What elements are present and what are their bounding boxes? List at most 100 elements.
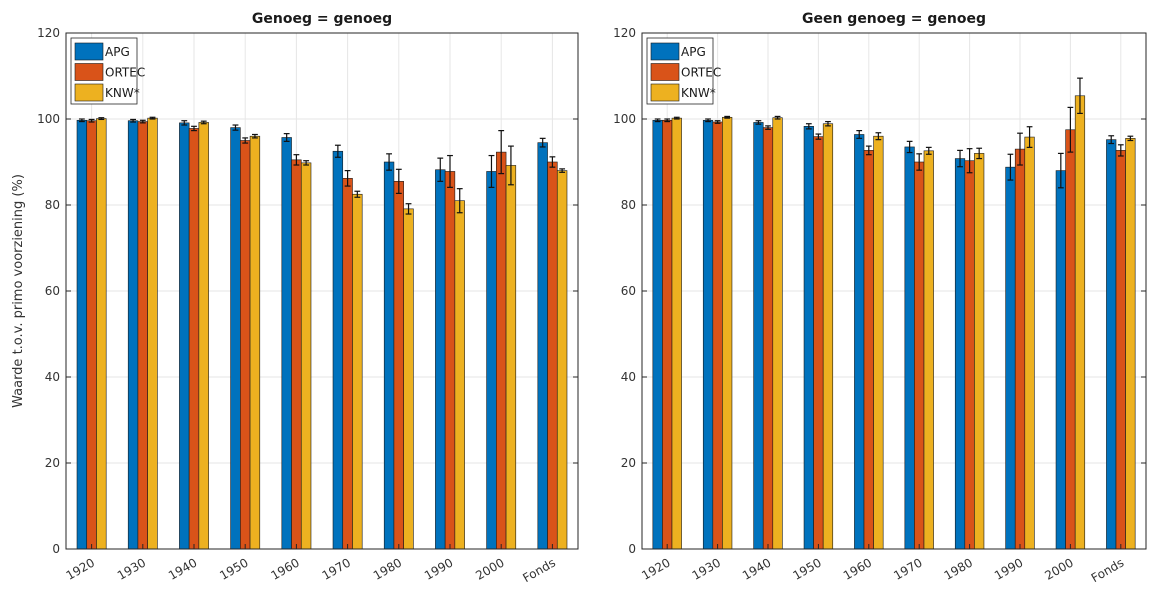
x-tick-label: 2000 — [1042, 555, 1075, 582]
bar-knw-1980 — [403, 208, 414, 550]
x-tick-label: 1980 — [371, 555, 404, 582]
bar-knw-1920 — [671, 117, 682, 550]
x-tick-label: 1960 — [268, 555, 301, 582]
bar-ortec-1930 — [712, 121, 723, 550]
x-tick-label: Fonds — [520, 555, 558, 585]
bar-apg-1970 — [332, 150, 344, 550]
bar-knw-fonds — [556, 170, 568, 550]
legend-swatch — [74, 83, 104, 102]
x-tick-label: 1960 — [841, 555, 874, 582]
legend: APG ORTEC KNW* — [70, 37, 145, 105]
x-tick-label: Fonds — [1089, 555, 1127, 585]
y-tick-label: 120 — [37, 26, 60, 40]
bar-apg-2000 — [486, 171, 497, 550]
legend: APG ORTEC KNW* — [646, 37, 721, 105]
x-tick-label: 1970 — [320, 555, 353, 582]
x-tick-label: 1940 — [166, 555, 199, 582]
bar-ortec-1970 — [342, 178, 353, 550]
y-tick-label: 0 — [628, 542, 636, 556]
bar-apg-1920 — [76, 119, 88, 550]
bar-apg-1930 — [127, 120, 139, 550]
bar-apg-1940 — [179, 122, 190, 550]
y-tick-label: 120 — [613, 26, 636, 40]
y-tick-label: 20 — [45, 456, 60, 470]
y-tick-label: 20 — [621, 456, 636, 470]
legend-label: ORTEC — [681, 66, 721, 80]
chart-title: Geen genoeg = genoeg — [802, 11, 986, 27]
bar-ortec-1950 — [240, 140, 251, 550]
bar-ortec-1980 — [393, 181, 404, 550]
legend-label: ORTEC — [105, 66, 145, 80]
chart-panel-2: 0 20 40 60 80 100 120 1920 1930 1940 1950 1960 1970 1… — [613, 11, 1147, 585]
bar-ortec-1960 — [291, 159, 302, 550]
bar-ortec-1920 — [86, 120, 97, 550]
x-tick-label: 1990 — [422, 555, 455, 582]
bar-ortec-1990 — [1014, 148, 1026, 550]
bar-apg-1930 — [702, 119, 714, 550]
y-tick-label: 80 — [621, 198, 636, 212]
legend-swatch — [650, 63, 680, 81]
bar-knw-2000 — [1074, 95, 1086, 550]
bar-ortec-fonds — [547, 161, 558, 550]
bar-ortec-1990 — [444, 171, 456, 550]
y-axis-label: Waarde t.o.v. primo voorziening (%) — [11, 174, 26, 408]
x-tick-label: 1940 — [740, 555, 773, 582]
bar-knw-2000 — [505, 165, 517, 550]
bar-knw-1990 — [1024, 136, 1035, 550]
bar-knw-1980 — [974, 153, 985, 550]
bar-apg-1950 — [230, 127, 241, 550]
legend-swatch — [650, 42, 680, 61]
bar-apg-2000 — [1055, 170, 1066, 550]
bar-apg-1960 — [854, 134, 865, 550]
x-tick-label: 1920 — [64, 555, 97, 582]
legend-swatch — [650, 83, 680, 102]
x-tick-label: 1920 — [639, 555, 672, 582]
chart-panel-1: 0 20 40 60 80 100 120 1920 1930 1940 1950 1960 1970 1… — [37, 11, 579, 585]
bar-knw-1990 — [454, 200, 465, 550]
bar-apg-1960 — [281, 137, 292, 550]
legend-label: KNW* — [105, 86, 140, 100]
bar-ortec-2000 — [1065, 129, 1076, 550]
bar-apg-1950 — [803, 126, 814, 550]
bar-knw-1960 — [873, 135, 884, 550]
bar-apg-fonds — [1106, 139, 1117, 550]
bar-knw-1960 — [300, 162, 312, 550]
bar-ortec-1960 — [863, 150, 874, 550]
bar-apg-1980 — [954, 158, 966, 550]
legend-label: KNW* — [681, 86, 716, 100]
bar-apg-1990 — [435, 169, 446, 550]
bar-apg-fonds — [537, 142, 548, 550]
y-tick-label: 0 — [52, 542, 60, 556]
bar-ortec-1980 — [964, 160, 975, 550]
bar-knw-fonds — [1125, 138, 1136, 550]
bar-knw-1970 — [352, 193, 363, 550]
legend-swatch — [74, 63, 104, 81]
y-tick-label: 60 — [621, 284, 636, 298]
x-tick-label: 1950 — [217, 555, 250, 582]
y-tick-label: 40 — [45, 370, 60, 384]
bar-ortec-1970 — [914, 161, 925, 550]
bar-knw-1930 — [722, 116, 733, 550]
bar-ortec-1930 — [137, 121, 148, 550]
y-tick-label: 100 — [37, 112, 60, 126]
bar-knw-1920 — [96, 118, 107, 550]
bar-ortec-2000 — [496, 151, 507, 550]
x-tick-label: 1930 — [115, 555, 148, 582]
legend-label: APG — [681, 45, 706, 59]
bar-knw-1930 — [147, 117, 158, 550]
x-tick-label: 1990 — [992, 555, 1025, 582]
bar-ortec-1920 — [662, 119, 673, 550]
x-tick-label: 2000 — [473, 555, 506, 582]
bar-knw-1940 — [772, 117, 783, 550]
bar-knw-1940 — [198, 122, 209, 550]
legend-swatch — [74, 42, 104, 61]
bar-ortec-1940 — [762, 127, 774, 550]
bar-ortec-1950 — [813, 136, 824, 550]
x-tick-label: 1980 — [942, 555, 975, 582]
x-tick-label: 1950 — [790, 555, 823, 582]
bar-ortec-fonds — [1115, 150, 1126, 550]
bar-apg-1920 — [652, 119, 663, 550]
legend-label: APG — [105, 45, 130, 59]
bar-knw-1950 — [249, 135, 261, 550]
